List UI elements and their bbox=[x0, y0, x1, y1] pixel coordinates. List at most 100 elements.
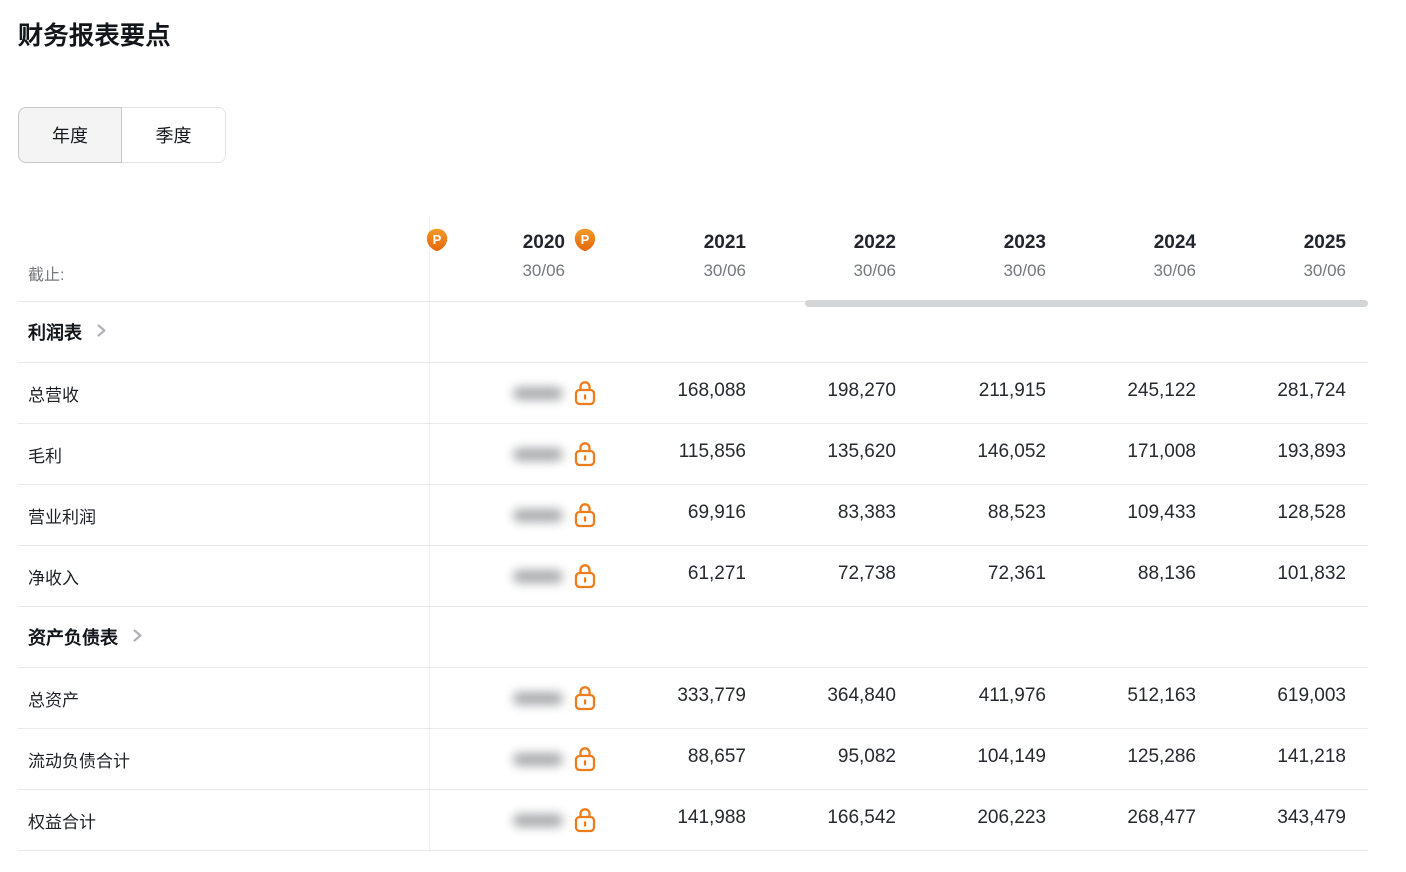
column-year-label: 2021 bbox=[703, 232, 746, 253]
blurred-value bbox=[513, 447, 563, 461]
section-header-link[interactable]: 利润表 bbox=[28, 319, 426, 345]
row-cells: 333,779 364,840 411,976 512,163 619,003 bbox=[426, 685, 1346, 711]
chevron-right-icon bbox=[94, 322, 108, 343]
year-line: 2025 bbox=[1304, 230, 1346, 256]
lock-icon[interactable] bbox=[574, 502, 596, 528]
section-row: 资产负债表 bbox=[18, 607, 1368, 668]
row-label: 总资产 bbox=[28, 690, 79, 710]
table-row: 总营收 168,088 198,270 211,915 245,122 281,724 bbox=[18, 363, 1368, 424]
column-header-2023: 2023 30/06 bbox=[896, 216, 1046, 301]
row-label: 营业利润 bbox=[28, 507, 96, 527]
value-cell: 141,988 bbox=[677, 807, 746, 828]
section-lead-cell: 利润表 bbox=[18, 319, 426, 345]
column-header-2021: 2021 30/06 bbox=[596, 216, 746, 301]
date-align-spacer bbox=[574, 271, 596, 272]
value-cell: 193,893 bbox=[1277, 441, 1346, 462]
value-cell: 168,088 bbox=[677, 380, 746, 401]
value-cell: 364,840 bbox=[827, 685, 896, 706]
row-label: 净收入 bbox=[28, 568, 79, 588]
header-lead-cell: 截止: bbox=[18, 216, 426, 301]
blurred-value bbox=[513, 813, 563, 827]
value-cell: 72,738 bbox=[837, 563, 896, 584]
table-row: 总资产 333,779 364,840 411,976 512,163 619,003 bbox=[18, 668, 1368, 729]
value-cell: 69,916 bbox=[687, 502, 746, 523]
section-header-link[interactable]: 资产负债表 bbox=[28, 624, 426, 650]
value-cell: 101,832 bbox=[1277, 563, 1346, 584]
value-cell: 206,223 bbox=[977, 807, 1046, 828]
locked-value-cell bbox=[448, 441, 596, 467]
row-cells: 168,088 198,270 211,915 245,122 281,724 bbox=[426, 380, 1346, 406]
column-year-label: 2025 bbox=[1303, 232, 1346, 253]
value-cell: 268,477 bbox=[1127, 807, 1196, 828]
date-line: 30/06 bbox=[1003, 261, 1046, 281]
value-cell: 88,136 bbox=[1137, 563, 1196, 584]
column-header-2020: 2020 P 30/06 bbox=[448, 216, 596, 301]
row-cells: 88,657 95,082 104,149 125,286 141,218 bbox=[426, 746, 1346, 772]
value-cell: 125,286 bbox=[1127, 746, 1196, 767]
locked-value-cell bbox=[448, 807, 596, 833]
table-row: 毛利 115,856 135,620 146,052 171,008 193,893 bbox=[18, 424, 1368, 485]
locked-value-cell bbox=[448, 746, 596, 772]
section-row: 利润表 bbox=[18, 302, 1368, 363]
pro-badge-icon[interactable]: P bbox=[426, 228, 448, 252]
row-cells: 69,916 83,383 88,523 109,433 128,528 bbox=[426, 502, 1346, 528]
value-cell: 141,218 bbox=[1277, 746, 1346, 767]
chevron-right-icon bbox=[130, 627, 144, 648]
row-label: 毛利 bbox=[28, 446, 62, 466]
blurred-value bbox=[513, 569, 563, 583]
value-cell: 135,620 bbox=[827, 441, 896, 462]
column-year-label: 2024 bbox=[1153, 232, 1196, 253]
column-header-2022: 2022 30/06 bbox=[746, 216, 896, 301]
value-cell: 333,779 bbox=[677, 685, 746, 706]
blurred-value bbox=[513, 508, 563, 522]
section-title: 资产负债表 bbox=[28, 628, 118, 648]
table-row: 净收入 61,271 72,738 72,361 88,136 101,832 bbox=[18, 546, 1368, 607]
lock-icon[interactable] bbox=[574, 380, 596, 406]
value-cell: 88,657 bbox=[687, 746, 746, 767]
date-line: 30/06 bbox=[1303, 261, 1346, 281]
column-date-label: 30/06 bbox=[1003, 261, 1046, 280]
lock-icon[interactable] bbox=[574, 685, 596, 711]
lock-icon[interactable] bbox=[574, 746, 596, 772]
horizontal-scrollbar-thumb[interactable] bbox=[805, 300, 1368, 307]
date-line: 30/06 bbox=[853, 261, 896, 281]
year-line: 2020 P bbox=[522, 228, 596, 256]
value-cell: 619,003 bbox=[1277, 685, 1346, 706]
svg-text:P: P bbox=[581, 232, 590, 247]
value-cell: 83,383 bbox=[837, 502, 896, 523]
tab-annual[interactable]: 年度 bbox=[18, 107, 122, 163]
value-cell: 171,008 bbox=[1127, 441, 1196, 462]
year-line: 2022 bbox=[854, 230, 896, 256]
section-lead-cell: 资产负债表 bbox=[18, 624, 426, 650]
column-date-label: 30/06 bbox=[703, 261, 746, 280]
table-row: 营业利润 69,916 83,383 88,523 109,433 128,528 bbox=[18, 485, 1368, 546]
blurred-value bbox=[513, 691, 563, 705]
table-row: 权益合计 141,988 166,542 206,223 268,477 343,479 bbox=[18, 790, 1368, 851]
year-line: 2023 bbox=[1004, 230, 1046, 256]
column-date-label: 30/06 bbox=[522, 261, 565, 280]
lock-icon[interactable] bbox=[574, 807, 596, 833]
tab-quarterly[interactable]: 季度 bbox=[122, 107, 226, 163]
column-year-label: 2023 bbox=[1003, 232, 1046, 253]
value-cell: 166,542 bbox=[827, 807, 896, 828]
lock-icon[interactable] bbox=[574, 441, 596, 467]
column-year-label: 2020 bbox=[522, 232, 565, 253]
column-header-partial: P bbox=[426, 216, 448, 301]
value-cell: 95,082 bbox=[837, 746, 896, 767]
value-cell: 245,122 bbox=[1127, 380, 1196, 401]
year-line: 2021 bbox=[704, 230, 746, 256]
blurred-value bbox=[513, 752, 563, 766]
year-line: 2024 bbox=[1154, 230, 1196, 256]
value-cell: 211,915 bbox=[978, 380, 1046, 401]
value-cell: 88,523 bbox=[987, 502, 1046, 523]
lock-icon[interactable] bbox=[574, 563, 596, 589]
value-cell: 411,976 bbox=[978, 685, 1046, 706]
row-label: 流动负债合计 bbox=[28, 751, 130, 771]
value-cell: 72,361 bbox=[987, 563, 1046, 584]
pro-badge-icon[interactable]: P bbox=[574, 228, 596, 252]
value-cell: 198,270 bbox=[827, 380, 896, 401]
column-date-label: 30/06 bbox=[853, 261, 896, 280]
section-title: 利润表 bbox=[28, 323, 82, 343]
blurred-value bbox=[513, 386, 563, 400]
value-cell: 146,052 bbox=[977, 441, 1046, 462]
